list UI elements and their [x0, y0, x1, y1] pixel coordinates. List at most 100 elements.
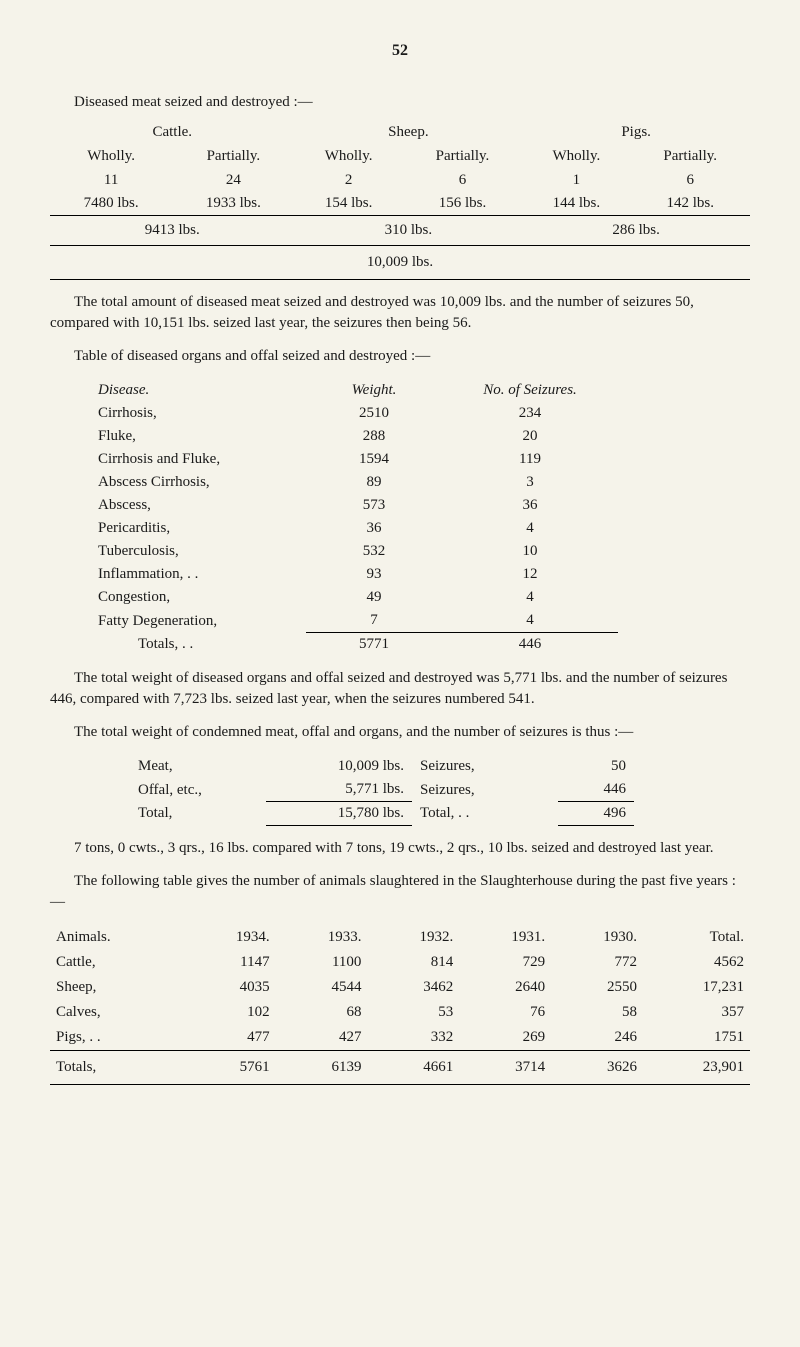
con-total-szlbl: Total, . . — [412, 802, 558, 826]
sl-val: 729 — [459, 950, 551, 975]
wt-1: 1933 lbs. — [172, 192, 294, 216]
sl-val: 246 — [551, 1025, 643, 1051]
sl-hdr: 1931. — [459, 925, 551, 950]
sl-label: Sheep, — [50, 975, 184, 1000]
sl-tot-val: 3626 — [551, 1051, 643, 1085]
org-totals-label: Totals, . . — [90, 633, 306, 657]
org-hdr-disease: Disease. — [90, 379, 306, 402]
sl-tot-val: 4661 — [367, 1051, 459, 1085]
page-number: 52 — [50, 40, 750, 62]
hdr-wholly-1: Wholly. — [50, 145, 172, 169]
org-sz: 20 — [442, 425, 618, 448]
org-row: Abscess Cirrhosis, — [90, 471, 306, 494]
sl-val: 1100 — [276, 950, 368, 975]
sl-hdr: 1932. — [367, 925, 459, 950]
sl-hdr: 1933. — [276, 925, 368, 950]
cat-sheep: Sheep. — [295, 121, 523, 145]
hdr-partially-2: Partially. — [403, 145, 523, 169]
sl-val: 4035 — [184, 975, 276, 1000]
sl-val: 4544 — [276, 975, 368, 1000]
sl-val: 772 — [551, 950, 643, 975]
sl-val: 427 — [276, 1025, 368, 1051]
org-sz: 119 — [442, 448, 618, 471]
wt-4: 144 lbs. — [522, 192, 630, 216]
cat-cattle: Cattle. — [50, 121, 295, 145]
sl-val: 68 — [276, 1000, 368, 1025]
count-1: 24 — [172, 169, 294, 192]
sl-val: 53 — [367, 1000, 459, 1025]
org-wt: 573 — [306, 494, 442, 517]
subtot-0: 9413 lbs. — [50, 216, 295, 246]
org-sz: 36 — [442, 494, 618, 517]
hdr-partially-3: Partially. — [630, 145, 750, 169]
org-row: Inflammation, . . — [90, 563, 306, 586]
con-lbs: 10,009 lbs. — [266, 755, 412, 778]
sl-tot-val: 5761 — [184, 1051, 276, 1085]
org-wt: 7 — [306, 609, 442, 633]
hdr-wholly-2: Wholly. — [295, 145, 403, 169]
count-4: 1 — [522, 169, 630, 192]
sl-val: 1751 — [643, 1025, 750, 1051]
org-wt: 1594 — [306, 448, 442, 471]
sl-val: 58 — [551, 1000, 643, 1025]
count-2: 2 — [295, 169, 403, 192]
org-sz: 3 — [442, 471, 618, 494]
sl-tot-val: 6139 — [276, 1051, 368, 1085]
condemned-intro: The total weight of condemned meat, offa… — [50, 722, 750, 743]
con-total-lbs: 15,780 lbs. — [266, 802, 412, 826]
meat-table: Cattle. Sheep. Pigs. Wholly. Partially. … — [50, 121, 750, 280]
wt-2: 154 lbs. — [295, 192, 403, 216]
org-row: Fatty Degeneration, — [90, 609, 306, 633]
org-sz: 4 — [442, 517, 618, 540]
con-total-label: Total, — [130, 802, 266, 826]
sl-tot-val: 3714 — [459, 1051, 551, 1085]
org-totals-sz: 446 — [442, 633, 618, 657]
org-wt: 36 — [306, 517, 442, 540]
sl-hdr: 1934. — [184, 925, 276, 950]
org-wt: 89 — [306, 471, 442, 494]
slaughter-table: Animals. 1934. 1933. 1932. 1931. 1930. T… — [50, 925, 750, 1085]
wt-3: 156 lbs. — [403, 192, 523, 216]
hdr-wholly-3: Wholly. — [522, 145, 630, 169]
sl-val: 76 — [459, 1000, 551, 1025]
sl-hdr: Total. — [643, 925, 750, 950]
grand-total: 10,009 lbs. — [50, 246, 750, 280]
sl-val: 4562 — [643, 950, 750, 975]
hdr-partially-1: Partially. — [172, 145, 294, 169]
con-total-szval: 496 — [558, 802, 634, 826]
wt-0: 7480 lbs. — [50, 192, 172, 216]
org-row: Pericarditis, — [90, 517, 306, 540]
count-0: 11 — [50, 169, 172, 192]
con-szval: 446 — [558, 778, 634, 802]
con-szlbl: Seizures, — [412, 778, 558, 802]
organs-intro: Table of diseased organs and offal seize… — [50, 346, 750, 367]
organs-table: Disease. Weight. No. of Seizures. Cirrho… — [90, 379, 618, 656]
sl-hdr: 1930. — [551, 925, 643, 950]
sl-tot-label: Totals, — [50, 1051, 184, 1085]
sl-val: 2640 — [459, 975, 551, 1000]
subtot-2: 286 lbs. — [522, 216, 750, 246]
wt-5: 142 lbs. — [630, 192, 750, 216]
sl-val: 3462 — [367, 975, 459, 1000]
org-row: Fluke, — [90, 425, 306, 448]
org-row: Abscess, — [90, 494, 306, 517]
org-row: Cirrhosis, — [90, 402, 306, 425]
subtot-1: 310 lbs. — [295, 216, 523, 246]
con-szlbl: Seizures, — [412, 755, 558, 778]
org-row: Congestion, — [90, 586, 306, 609]
meat-intro: Diseased meat seized and destroyed :— — [50, 92, 750, 113]
slaughter-intro: The following table gives the number of … — [50, 871, 750, 913]
con-label: Meat, — [130, 755, 266, 778]
condemned-table: Meat, 10,009 lbs. Seizures, 50 Offal, et… — [130, 755, 634, 826]
sl-hdr: Animals. — [50, 925, 184, 950]
sl-label: Pigs, . . — [50, 1025, 184, 1051]
cat-pigs: Pigs. — [522, 121, 750, 145]
org-hdr-seizures: No. of Seizures. — [442, 379, 618, 402]
org-sz: 4 — [442, 609, 618, 633]
sl-val: 477 — [184, 1025, 276, 1051]
org-wt: 288 — [306, 425, 442, 448]
org-wt: 49 — [306, 586, 442, 609]
org-row: Tuberculosis, — [90, 540, 306, 563]
org-totals-wt: 5771 — [306, 633, 442, 657]
con-szval: 50 — [558, 755, 634, 778]
